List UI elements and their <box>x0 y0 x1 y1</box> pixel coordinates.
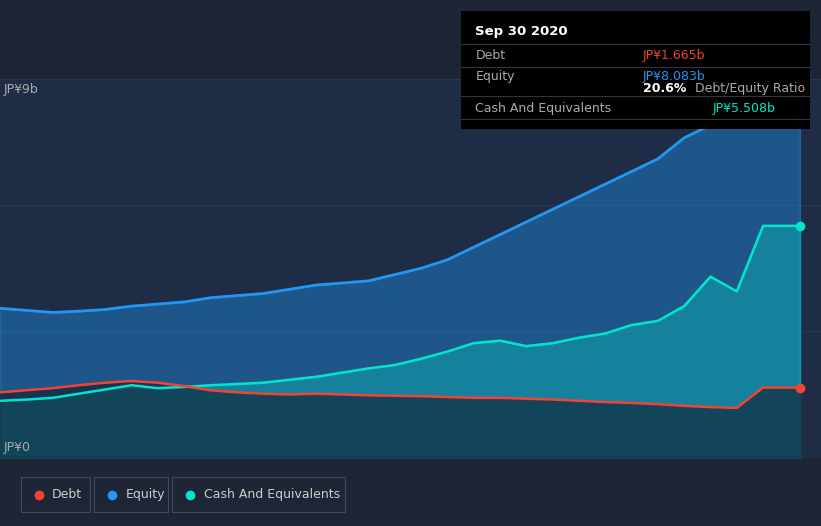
Text: JP¥8.083b: JP¥8.083b <box>643 70 705 83</box>
Text: Cash And Equivalents: Cash And Equivalents <box>475 102 612 115</box>
Text: 20.6%: 20.6% <box>643 82 686 95</box>
Text: Debt/Equity Ratio: Debt/Equity Ratio <box>695 82 805 95</box>
Text: JP¥9b: JP¥9b <box>4 83 39 96</box>
Text: JP¥0: JP¥0 <box>4 441 31 454</box>
Text: Equity: Equity <box>475 70 515 83</box>
Text: Equity: Equity <box>126 488 165 501</box>
Text: JP¥1.665b: JP¥1.665b <box>643 49 705 62</box>
Text: Sep 30 2020: Sep 30 2020 <box>475 25 568 38</box>
Text: Debt: Debt <box>475 49 506 62</box>
Text: JP¥5.508b: JP¥5.508b <box>713 102 776 115</box>
Text: Cash And Equivalents: Cash And Equivalents <box>204 488 340 501</box>
Text: Debt: Debt <box>52 488 82 501</box>
